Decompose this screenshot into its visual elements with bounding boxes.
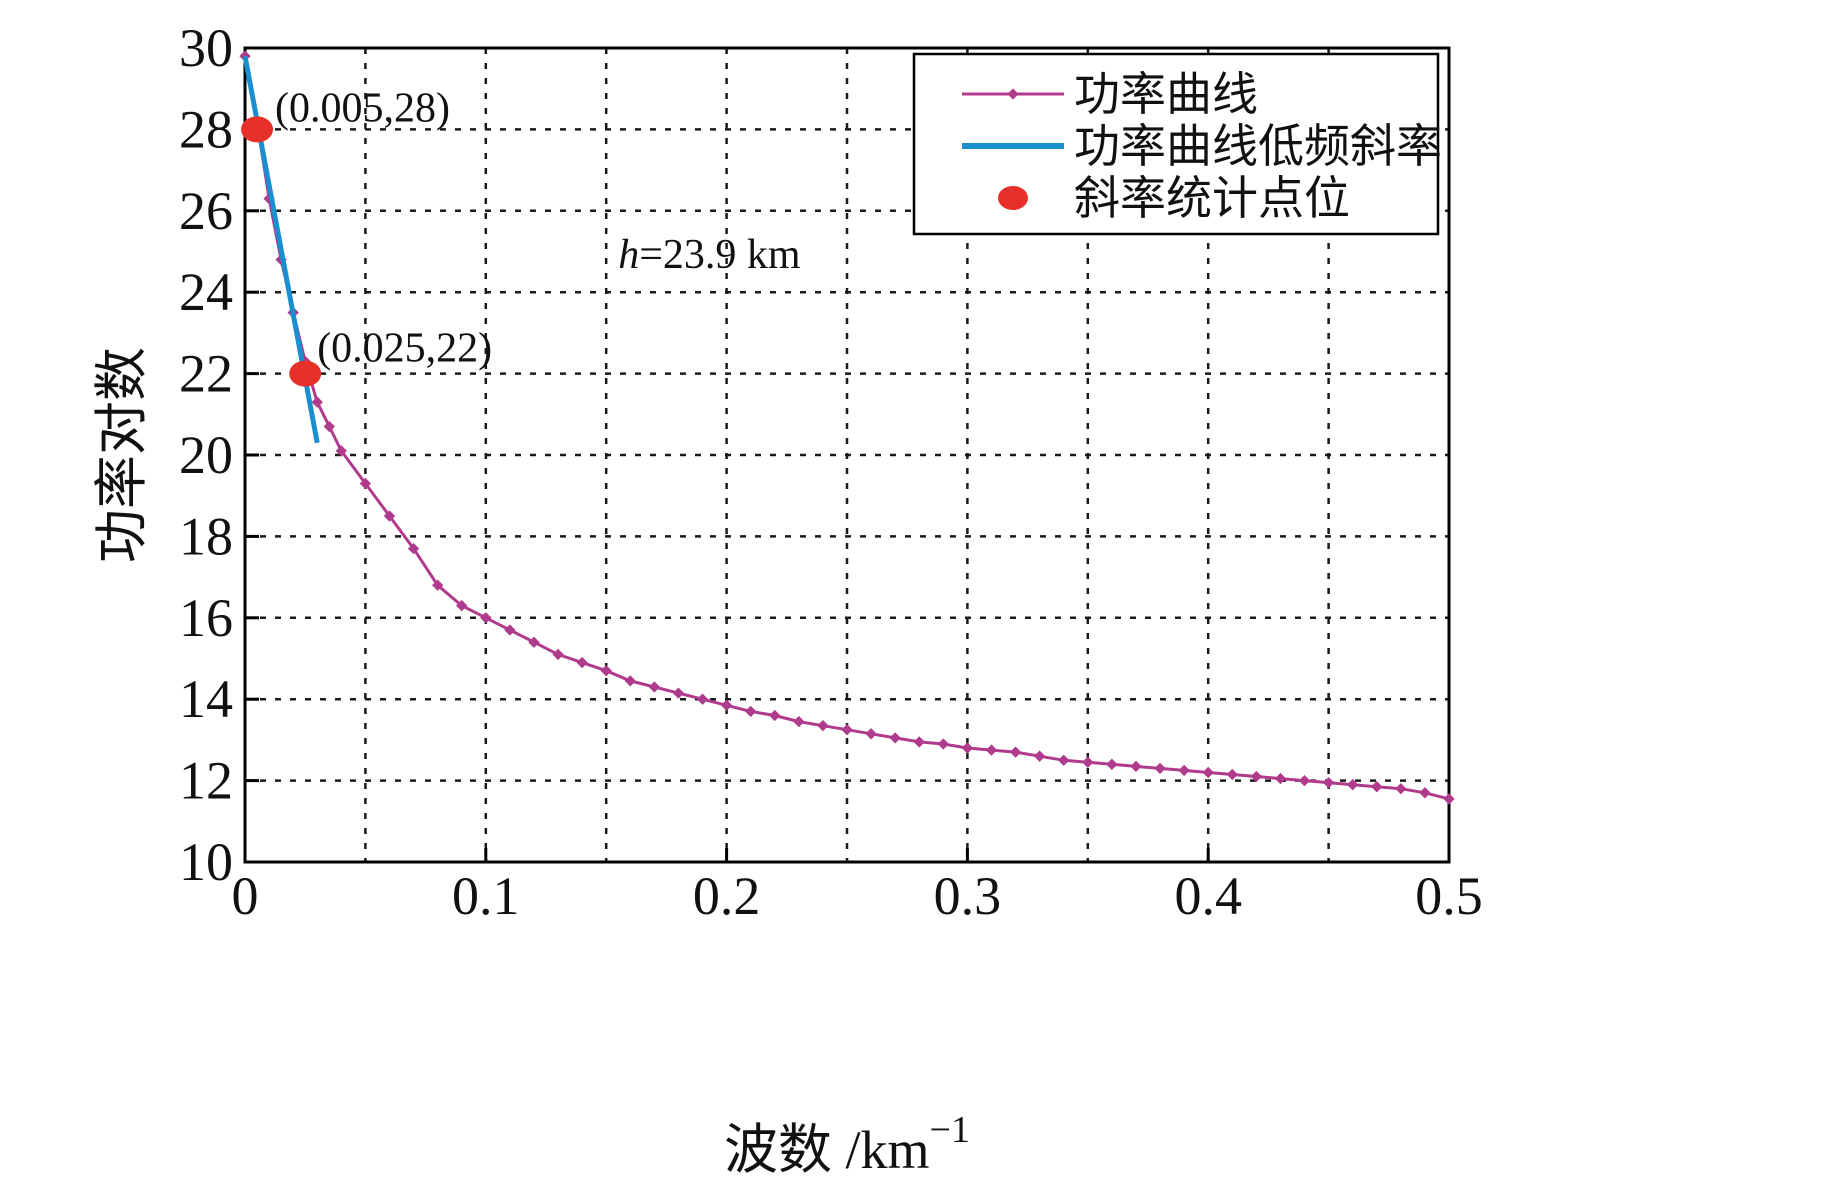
axes: 0 0.1 0.2 0.3 0.4 0.5 10 12 14 16 18 20 22 24 26 28 30 波数… [92, 18, 1483, 1180]
grid [245, 48, 1449, 862]
x-tick-label: 0.2 [693, 866, 761, 926]
data-point-power-curve [1082, 756, 1094, 768]
y-tick-label: 14 [179, 669, 233, 729]
data-point-power-curve [745, 705, 757, 718]
x-tick-label: 0 [232, 866, 259, 926]
data-point-power-curve [648, 681, 661, 693]
data-point-power-curve [1443, 793, 1455, 805]
data-point-power-curve [1226, 768, 1238, 781]
data-point-power-curve [504, 624, 516, 636]
legend-label: 功率曲线低频斜率 [1074, 121, 1442, 172]
data-point-power-curve [672, 687, 685, 699]
y-tick-label: 24 [179, 262, 233, 322]
x-tick-label: 0.3 [934, 866, 1002, 926]
data-point-power-curve [841, 724, 853, 736]
x-tick-label: 0.1 [452, 866, 520, 926]
data-point-power-curve [1202, 766, 1214, 779]
data-point-power-curve [383, 510, 396, 522]
y-axis-title: 功率对数 [92, 347, 152, 563]
data-point-power-curve [1322, 776, 1335, 789]
data-point-power-curve [323, 420, 335, 433]
data-point-slope-stat [289, 360, 322, 387]
height-label-value: =23.9 km [639, 232, 801, 278]
data-point-power-curve [1371, 781, 1383, 793]
data-point-power-curve [1274, 772, 1287, 785]
data-point-power-curve [600, 665, 612, 677]
data-point-power-curve [624, 675, 636, 687]
data-point-power-curve [985, 744, 998, 756]
data-point-power-curve [1033, 750, 1046, 762]
legend-label: 功率曲线 [1074, 69, 1258, 120]
data-point-power-curve [1154, 762, 1166, 775]
data-point-power-curve [359, 477, 372, 490]
data-point-power-curve [1106, 758, 1118, 770]
data-point-power-curve [937, 738, 949, 750]
data-point-power-curve [961, 742, 974, 754]
data-point-power-curve [865, 728, 877, 740]
data-point-power-curve [1395, 783, 1407, 795]
data-point-power-curve [1347, 779, 1359, 791]
point-annotation: (0.025,22) [317, 326, 492, 372]
data-point-power-curve [1058, 754, 1070, 766]
point-annotation: (0.005,28) [275, 85, 450, 131]
height-label: h=23.9 km [618, 232, 801, 278]
y-tick-label: 28 [179, 99, 233, 159]
y-tick-label: 30 [179, 18, 233, 78]
data-point-power-curve [1419, 787, 1431, 799]
data-point-power-curve [769, 709, 781, 722]
data-point-power-curve [1178, 764, 1190, 777]
data-point-slope-stat [241, 116, 274, 143]
data-point-power-curve [480, 612, 492, 624]
data-point-power-curve [576, 656, 588, 669]
data-point-power-curve [1250, 770, 1263, 783]
y-tick-label: 20 [179, 425, 233, 485]
x-axis-title: 波数 /km−1 [724, 1109, 970, 1180]
height-label-symbol: h [618, 232, 639, 278]
data-point-power-curve [720, 699, 733, 711]
y-tick-label: 18 [179, 506, 233, 566]
legend-label: 斜率统计点位 [1074, 173, 1350, 224]
data-point-power-curve [335, 445, 347, 457]
series [239, 50, 1455, 805]
x-tick-label: 0.4 [1174, 866, 1242, 926]
data-point-power-curve [528, 636, 540, 648]
y-tick-label: 22 [179, 344, 233, 404]
data-point-power-curve [1009, 746, 1022, 758]
data-point-power-curve [407, 542, 420, 555]
data-point-power-curve [1298, 774, 1311, 787]
data-point-power-curve [1130, 760, 1142, 773]
data-point-power-curve [817, 719, 829, 732]
legend-swatch-points [998, 186, 1028, 210]
data-point-power-curve [913, 736, 925, 748]
data-point-power-curve [696, 693, 709, 705]
y-tick-label: 12 [179, 751, 233, 811]
data-point-power-curve [793, 715, 805, 728]
data-point-power-curve [889, 732, 901, 744]
data-point-power-curve [456, 599, 468, 612]
data-point-power-curve [552, 648, 564, 661]
y-tick-label: 16 [179, 588, 233, 648]
data-point-power-curve [431, 579, 444, 591]
x-axis-title-superscript: −1 [930, 1109, 970, 1151]
data-point-power-curve [311, 396, 323, 408]
x-tick-label: 0.5 [1415, 866, 1483, 926]
annotations: (0.005,28) (0.025,22) h=23.9 km [275, 85, 801, 371]
y-tick-label: 10 [179, 832, 233, 892]
y-tick-label: 26 [179, 181, 233, 241]
